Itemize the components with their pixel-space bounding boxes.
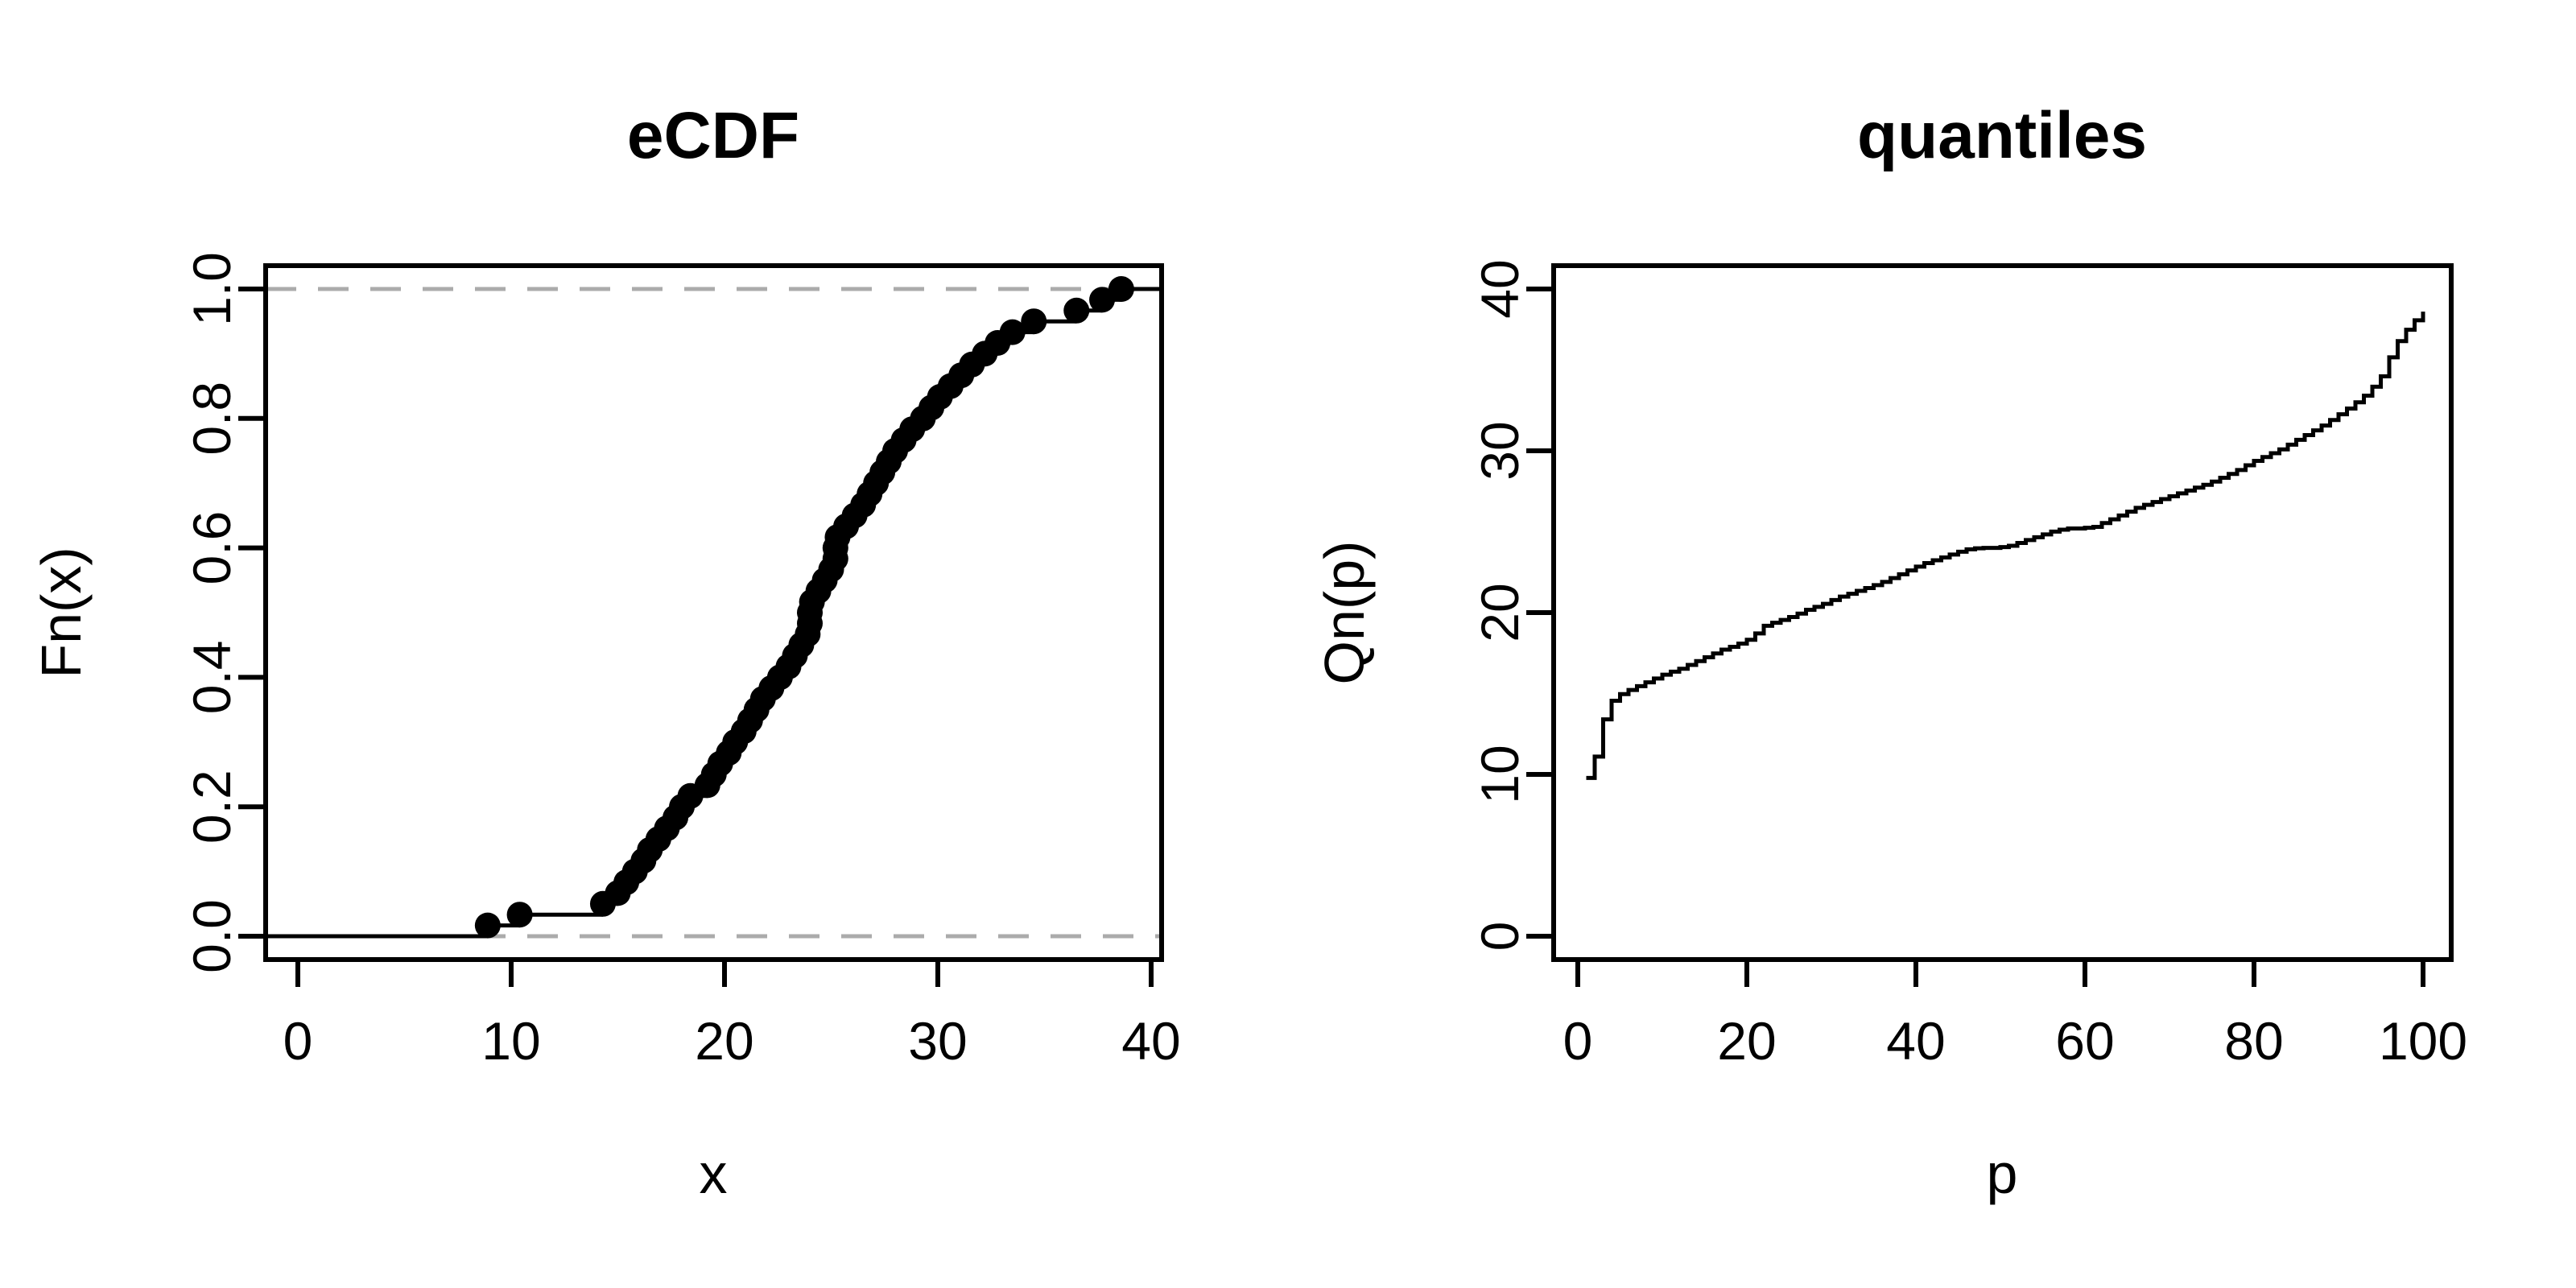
x-tick-label: 20: [1717, 1011, 1776, 1071]
ecdf-xaxis-title: x: [700, 1142, 728, 1205]
y-tick-label: 0.2: [182, 770, 242, 844]
y-tick-label: 0.0: [182, 899, 242, 973]
x-tick-label: 30: [908, 1011, 967, 1071]
ecdf-panel: eCDF x Fn(x) 0 10 20 30 40 0.0 0.2 0.4 0.6 0.8 1.0: [30, 99, 1181, 1205]
x-tick-label: 40: [1886, 1011, 1945, 1071]
quantile-yaxis-title: Qn(p): [1313, 541, 1376, 685]
x-tick-label: 80: [2224, 1011, 2283, 1071]
y-tick-label: 40: [1470, 259, 1530, 318]
ecdf-data-point: [999, 319, 1026, 345]
ecdf-title: eCDF: [627, 99, 799, 172]
plot-box: [263, 263, 1164, 962]
x-tick-label: 100: [2379, 1011, 2467, 1071]
y-tick-label: 10: [1470, 745, 1530, 803]
ecdf-data-point: [1063, 297, 1090, 324]
ecdf-data-point: [474, 912, 501, 939]
ecdf-data-point: [1021, 308, 1047, 335]
y-tick-label: 0.8: [182, 382, 242, 456]
x-tick-label: 40: [1121, 1011, 1180, 1071]
quantile-panel: quantiles p Qn(p) 0 20 40 60 80 100 0 10 20 30 40: [1313, 99, 2467, 1205]
x-tick-label: 10: [481, 1011, 540, 1071]
ecdf-yaxis-title: Fn(x): [30, 547, 93, 678]
ecdf-data-point: [1089, 287, 1116, 313]
quantile-xaxis-title: p: [1987, 1142, 2018, 1205]
x-tick-label: 20: [695, 1011, 753, 1071]
y-tick-label: 0.4: [182, 641, 242, 715]
x-tick-label: 60: [2055, 1011, 2114, 1071]
x-tick-label: 0: [1563, 1011, 1593, 1071]
plot-box: [1551, 263, 2454, 962]
quantile-plot-area: 0 20 40 60 80 100 0 10 20 30 40: [1470, 259, 2467, 1071]
y-tick-label: 20: [1470, 583, 1530, 642]
quantile-title: quantiles: [1857, 99, 2147, 172]
quantile-step-curve: [1586, 312, 2425, 780]
y-tick-label: 0.6: [182, 511, 242, 585]
x-tick-label: 0: [283, 1011, 313, 1071]
ecdf-plot-area: 0 10 20 30 40 0.0 0.2 0.4 0.6 0.8 1.0: [182, 252, 1181, 1071]
y-tick-label: 0: [1470, 922, 1530, 952]
y-tick-label: 30: [1470, 421, 1530, 480]
y-tick-label: 1.0: [182, 252, 242, 326]
ecdf-data-point: [506, 902, 533, 928]
ecdf-data-point: [1108, 276, 1134, 302]
